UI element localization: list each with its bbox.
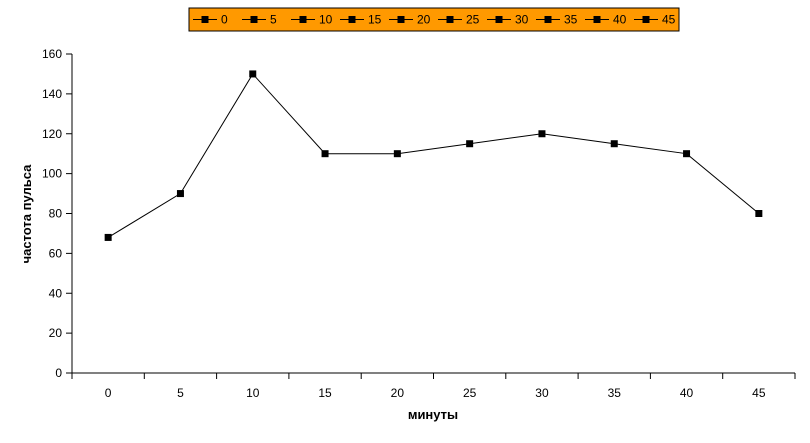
data-point-marker (393, 150, 401, 158)
y-tick-label: 40 (49, 286, 63, 300)
y-tick-label: 80 (49, 207, 63, 221)
legend-marker-sample (348, 16, 356, 23)
data-point-marker (466, 140, 474, 148)
y-axis: 0 20 40 60 80 100 120 140 160 (42, 47, 73, 380)
legend-entry-label: 20 (417, 13, 431, 27)
data-point-marker (683, 150, 691, 158)
x-tick-label: 10 (246, 386, 260, 400)
x-tick-label: 0 (105, 386, 112, 400)
legend-entry-label: 10 (319, 13, 333, 27)
legend-box (188, 7, 680, 32)
legend-marker-sample (593, 16, 601, 23)
legend-entry-label: 40 (613, 13, 627, 27)
x-tick-label: 30 (535, 386, 549, 400)
legend-entry-label: 25 (466, 13, 480, 27)
legend-marker-sample (250, 16, 258, 23)
y-tick-label: 100 (42, 167, 62, 181)
y-tick-label: 140 (42, 87, 62, 101)
x-tick-label: 20 (391, 386, 405, 400)
data-point-marker (176, 190, 184, 198)
x-tick-label: 15 (318, 386, 332, 400)
series-line (107, 73, 760, 238)
x-tick-label: 25 (463, 386, 477, 400)
legend-entry-label: 0 (221, 13, 228, 27)
data-point-marker (104, 233, 112, 241)
data-point-marker (610, 140, 618, 148)
legend: 0 5 10 15 20 25 30 35 40 45 (188, 7, 680, 32)
legend-entry-label: 15 (368, 13, 382, 27)
legend-marker-sample (642, 16, 650, 23)
x-axis-title: минуты (408, 407, 458, 422)
legend-entry-label: 30 (515, 13, 529, 27)
data-point-marker (755, 210, 763, 217)
y-tick-label: 0 (55, 366, 62, 380)
data-point-marker (321, 150, 329, 158)
legend-entry-label: 35 (564, 13, 578, 27)
x-tick-label: 40 (680, 386, 694, 400)
y-tick-label: 160 (42, 47, 62, 61)
y-tick-label: 20 (49, 326, 63, 340)
legend-marker-sample (201, 16, 209, 23)
y-axis-title: частота пульса (19, 164, 34, 264)
x-tick-label: 35 (608, 386, 622, 400)
x-tick-label: 45 (752, 386, 766, 400)
legend-entry-label: 5 (270, 13, 277, 27)
legend-marker-sample (397, 16, 405, 23)
x-axis: 0 5 10 15 20 25 30 35 40 45 (71, 372, 796, 400)
legend-marker-sample (446, 16, 454, 23)
legend-marker-sample (495, 16, 503, 23)
legend-entry-label: 45 (662, 13, 676, 27)
series (104, 70, 763, 241)
data-point-marker (538, 130, 546, 138)
legend-marker-sample (299, 16, 307, 23)
data-point-marker (249, 70, 257, 78)
y-tick-label: 60 (49, 246, 63, 260)
x-tick-label: 5 (177, 386, 184, 400)
y-tick-label: 120 (42, 127, 62, 141)
legend-marker-sample (544, 16, 552, 23)
